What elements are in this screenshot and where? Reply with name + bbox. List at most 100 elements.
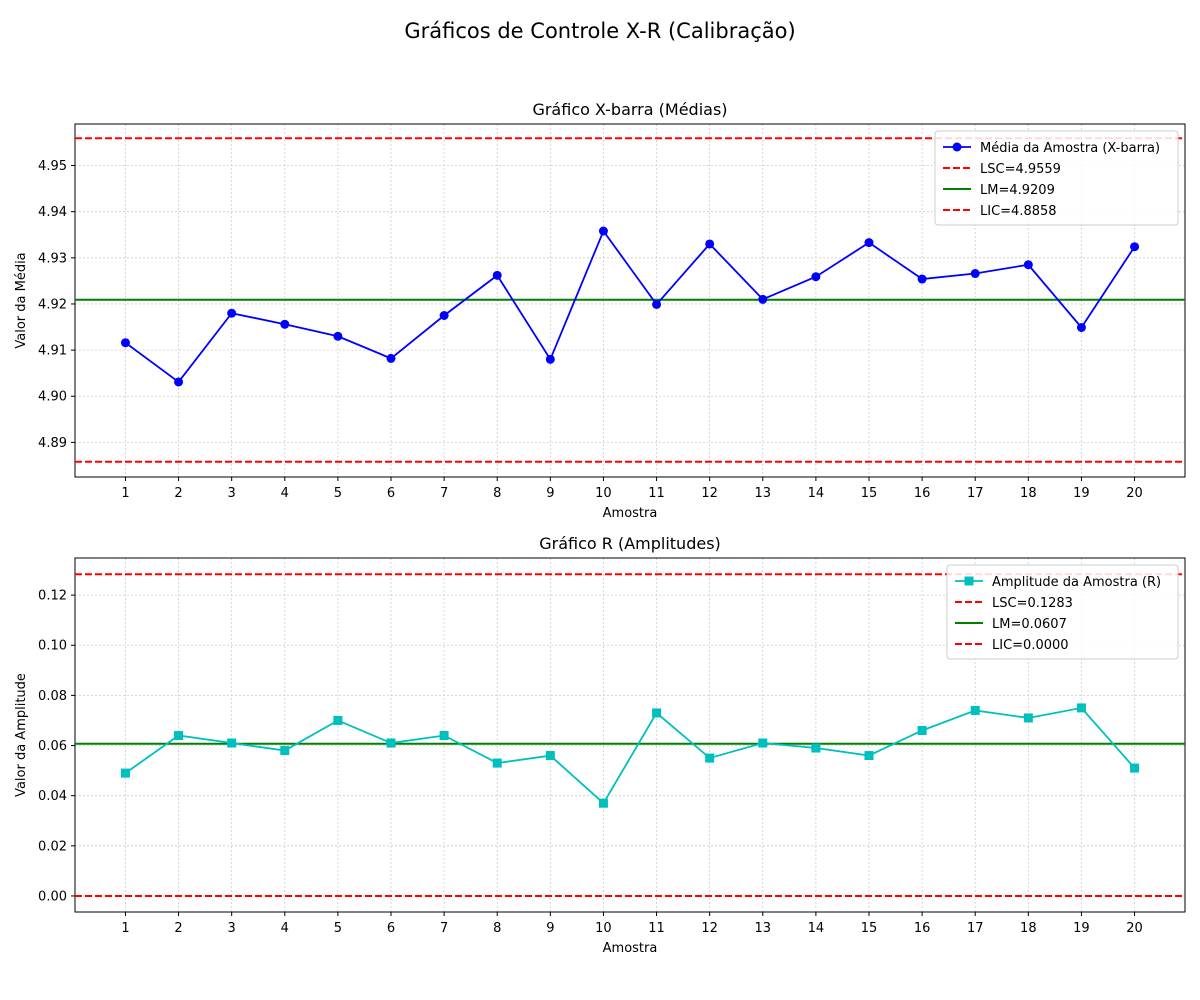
y-tick-label: 4.92 — [38, 297, 67, 312]
x-tick-label: 4 — [281, 921, 289, 936]
data-point — [705, 239, 715, 249]
data-point — [864, 238, 874, 248]
x-tick-label: 11 — [648, 921, 665, 936]
x-tick-label: 15 — [861, 921, 878, 936]
data-point — [120, 338, 130, 348]
x-tick-label: 19 — [1073, 486, 1090, 501]
data-point — [439, 310, 449, 320]
data-point — [492, 758, 502, 768]
y-tick-label: 4.90 — [38, 390, 67, 405]
x-tick-label: 13 — [755, 921, 772, 936]
data-point — [333, 715, 343, 725]
data-point — [758, 738, 768, 748]
x-tick-label: 18 — [1020, 486, 1037, 501]
data-point — [227, 308, 237, 318]
legend-label: LSC=4.9559 — [980, 162, 1061, 177]
data-point — [811, 743, 821, 753]
x-tick-label: 5 — [334, 486, 342, 501]
y-tick-label: 0.12 — [38, 589, 67, 604]
data-point — [1023, 260, 1033, 270]
legend-label: LIC=4.8858 — [980, 204, 1057, 219]
data-point — [652, 299, 662, 309]
y-tick-label: 4.89 — [38, 436, 67, 451]
data-point — [386, 738, 396, 748]
x-tick-label: 6 — [387, 486, 395, 501]
y-tick-label: 0.10 — [38, 639, 67, 654]
x-tick-label: 8 — [493, 486, 501, 501]
series-line — [124, 706, 1136, 805]
data-point — [1076, 322, 1086, 332]
x-tick-label: 20 — [1126, 486, 1143, 501]
data-point — [120, 768, 130, 778]
x-tick-label: 16 — [914, 921, 931, 936]
series-line — [124, 229, 1136, 384]
data-point — [1130, 242, 1140, 252]
data-point — [439, 731, 449, 741]
x-axis-label: Amostra — [603, 506, 658, 521]
x-tick-label: 11 — [648, 486, 665, 501]
x-tick-label: 2 — [174, 921, 182, 936]
data-point — [864, 751, 874, 761]
y-tick-label: 0.06 — [38, 739, 67, 754]
legend-marker — [952, 142, 962, 152]
x-tick-label: 5 — [334, 921, 342, 936]
data-point — [598, 226, 608, 236]
axes-frame — [74, 557, 1186, 913]
x-tick-label: 4 — [281, 486, 289, 501]
data-point — [545, 354, 555, 364]
data-point — [970, 269, 980, 279]
x-tick-label: 19 — [1073, 921, 1090, 936]
y-tick-label: 0.00 — [38, 889, 67, 904]
data-point — [598, 798, 608, 808]
x-tick-label: 17 — [967, 486, 984, 501]
y-tick-label: 4.95 — [38, 159, 67, 174]
legend-label: LM=0.0607 — [992, 617, 1067, 632]
data-point — [227, 738, 237, 748]
data-point — [174, 731, 184, 741]
chart-title: Gráfico R (Amplitudes) — [539, 534, 721, 553]
x-tick-label: 8 — [493, 921, 501, 936]
y-axis-label: Valor da Média — [14, 252, 29, 348]
data-point — [492, 270, 502, 280]
figure-suptitle: Gráficos de Controle X-R (Calibração) — [404, 19, 795, 43]
x-tick-label: 1 — [121, 486, 129, 501]
x-tick-label: 14 — [808, 486, 825, 501]
x-tick-label: 6 — [387, 921, 395, 936]
x-tick-label: 12 — [701, 486, 718, 501]
data-point — [970, 705, 980, 715]
x-tick-label: 17 — [967, 921, 984, 936]
data-point — [386, 353, 396, 363]
x-tick-label: 16 — [914, 486, 931, 501]
x-tick-label: 9 — [546, 921, 554, 936]
data-point — [1076, 703, 1086, 713]
x-tick-label: 13 — [755, 486, 772, 501]
chart-title: Gráfico X-barra (Médias) — [532, 100, 727, 119]
data-point — [545, 751, 555, 761]
legend-label: Amplitude da Amostra (R) — [992, 575, 1161, 590]
x-tick-label: 20 — [1126, 921, 1143, 936]
data-point — [652, 708, 662, 718]
x-tick-label: 14 — [808, 921, 825, 936]
data-point — [811, 272, 821, 282]
data-point — [174, 377, 184, 387]
legend-box — [934, 130, 1179, 226]
x-tick-label: 3 — [228, 921, 236, 936]
x-tick-label: 2 — [174, 486, 182, 501]
x-tick-label: 7 — [440, 921, 448, 936]
x-tick-label: 12 — [701, 921, 718, 936]
xbar-chart: Gráfico X-barra (Médias)1 2 3 4 5 6 7 8 9 10 11 12 1… — [14, 100, 1186, 521]
x-tick-label: 7 — [440, 486, 448, 501]
legend: Média da Amostra (X-barra) LSC=4.9559 LM=4… — [934, 130, 1179, 226]
legend-box — [946, 564, 1179, 660]
data-point — [280, 319, 290, 329]
y-tick-label: 0.08 — [38, 689, 67, 704]
data-point — [333, 331, 343, 341]
x-tick-label: 10 — [595, 486, 612, 501]
x-tick-label: 10 — [595, 921, 612, 936]
legend-label: LM=4.9209 — [980, 183, 1055, 198]
legend-label: LIC=0.0000 — [992, 638, 1069, 653]
x-tick-label: 3 — [228, 486, 236, 501]
x-axis-label: Amostra — [603, 941, 658, 956]
y-tick-label: 0.04 — [38, 789, 67, 804]
